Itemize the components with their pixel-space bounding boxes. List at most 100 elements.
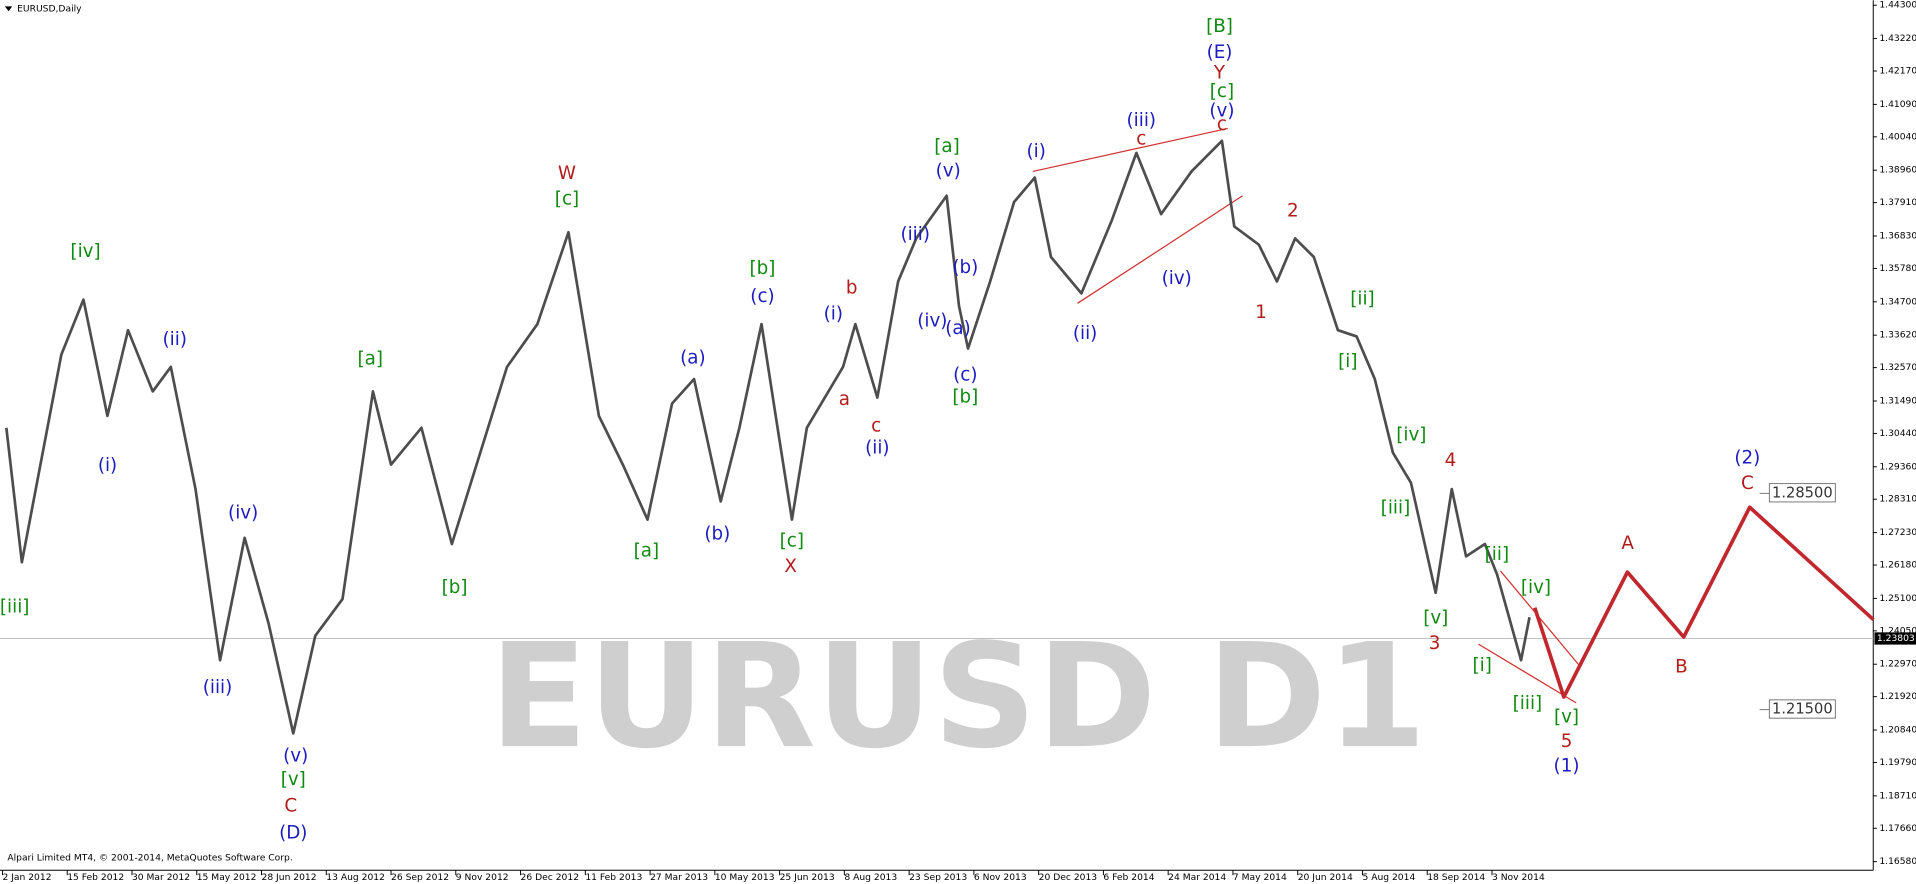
wave-label: (iv) (1162, 268, 1192, 289)
y-tick-label: 1.42170 (1879, 66, 1916, 77)
wave-label: [b] (952, 386, 978, 407)
y-tick-label: 1.30440 (1879, 428, 1916, 439)
wave-label: (ii) (163, 329, 187, 350)
x-tick-label: 15 Feb 2012 (67, 872, 124, 883)
x-tick-label: 26 Sep 2012 (391, 872, 449, 883)
menu-triangle[interactable] (4, 6, 13, 12)
current-price-label: 1.23803 (1877, 633, 1915, 644)
wave-label: [a] (357, 349, 383, 370)
wave-label: (i) (98, 455, 117, 476)
wave-label: [iii] (0, 597, 29, 618)
wave-label: (D) (279, 823, 307, 844)
wave-label: (b) (704, 523, 730, 544)
y-tick-label: 1.20840 (1879, 725, 1916, 736)
x-tick-label: 8 Aug 2013 (844, 872, 897, 883)
wave-label: (a) (945, 318, 971, 339)
wave-label: a (839, 389, 850, 410)
wave-label: b (846, 278, 858, 299)
x-tick-label: 18 Sep 2014 (1427, 872, 1485, 883)
wave-label: X (784, 556, 797, 577)
wave-label: [v] (1554, 707, 1579, 728)
x-tick-label: 20 Dec 2013 (1039, 872, 1098, 883)
y-tick-label: 1.25100 (1879, 593, 1916, 604)
footer: Alpari Limited MT4, © 2001-2014, MetaQuo… (7, 853, 292, 864)
wave-label: 3 (1429, 633, 1441, 654)
wave-label: [a] (634, 540, 660, 561)
wave-label: (iv) (228, 502, 258, 523)
x-tick-label: 11 Feb 2013 (585, 872, 642, 883)
wave-label: (1) (1554, 755, 1580, 776)
wave-label: (i) (1027, 141, 1046, 162)
x-tick-label: 25 Jun 2013 (780, 872, 835, 883)
channel-line (1032, 127, 1228, 173)
wave-label: 4 (1445, 450, 1457, 471)
x-tick-label: 23 Sep 2013 (909, 872, 967, 883)
y-tick-label: 1.36830 (1879, 231, 1916, 242)
wave-label: (i) (824, 303, 843, 324)
watermark: EURUSD D1 (489, 613, 1426, 781)
wave-label: [i] (1473, 655, 1492, 676)
x-tick-label: 24 Mar 2014 (1168, 872, 1226, 883)
y-tick-label: 1.34700 (1879, 296, 1916, 307)
channel-line (1499, 570, 1581, 667)
wave-label: W (558, 163, 576, 184)
y-tick-label: 1.22970 (1879, 659, 1916, 670)
wave-label: Y (1213, 63, 1226, 84)
y-tick-label: 1.43220 (1879, 33, 1916, 44)
y-tick-label: 1.31490 (1879, 395, 1916, 406)
y-tick-label: 1.41090 (1879, 99, 1916, 110)
x-tick-label: 27 Mar 2013 (650, 872, 708, 883)
x-tick-label: 2 Jan 2012 (2, 872, 51, 883)
x-tick-label: 9 Nov 2012 (456, 872, 509, 883)
wave-label: (iii) (900, 224, 930, 245)
wave-label: [iv] (70, 241, 100, 262)
wave-label: (ii) (865, 438, 889, 459)
y-tick-label: 1.44300 (1879, 0, 1916, 11)
channel-line (1077, 195, 1243, 304)
x-tick-label: 3 Nov 2014 (1492, 872, 1545, 883)
wave-label: 2 (1287, 201, 1299, 222)
x-tick-label: 5 Aug 2014 (1362, 872, 1415, 883)
wave-label: [c] (780, 531, 804, 552)
x-tick-label: 15 May 2012 (197, 872, 257, 883)
y-tick-label: 1.21920 (1879, 691, 1916, 702)
y-tick-label: 1.38960 (1879, 165, 1916, 176)
wave-label: A (1621, 533, 1634, 554)
y-tick-label: 1.24050 (1879, 625, 1916, 636)
y-tick-label: 1.33620 (1879, 330, 1916, 341)
x-tick-label: 7 May 2014 (1233, 872, 1287, 883)
wave-label: [i] (1338, 351, 1357, 372)
wave-label: C (284, 796, 297, 817)
wave-label: [B] (1206, 16, 1233, 37)
wave-label: (iii) (203, 677, 233, 698)
level-label: 1.28500 (1772, 484, 1833, 501)
wave-label: (v) (1209, 100, 1234, 121)
wave-label: (ii) (1073, 323, 1097, 344)
x-tick-label: 30 Mar 2012 (132, 872, 190, 883)
channel-line (1478, 643, 1577, 704)
wave-label: [iv] (1521, 577, 1551, 598)
wave-label: c (1136, 129, 1146, 150)
wave-label: 5 (1561, 731, 1573, 752)
projection-line (1533, 505, 1875, 699)
wave-label: [ii] (1485, 544, 1509, 565)
wave-label: (E) (1207, 42, 1233, 63)
x-tick-label: 13 Aug 2012 (326, 872, 385, 883)
level-box (1768, 483, 1836, 503)
y-tick-label: 1.26180 (1879, 560, 1916, 571)
x-tick-label: 6 Nov 2013 (974, 872, 1027, 883)
price-line (5, 139, 1531, 735)
wave-label: B (1675, 656, 1688, 677)
y-tick-label: 1.40040 (1879, 131, 1916, 142)
y-tick-label: 1.19790 (1879, 757, 1916, 768)
current-price-box (1874, 632, 1916, 645)
wave-label: (v) (936, 160, 961, 181)
y-tick-label: 1.32570 (1879, 362, 1916, 373)
wave-label: (2) (1734, 447, 1760, 468)
wave-label: C (1741, 473, 1754, 494)
wave-label: (a) (680, 347, 706, 368)
